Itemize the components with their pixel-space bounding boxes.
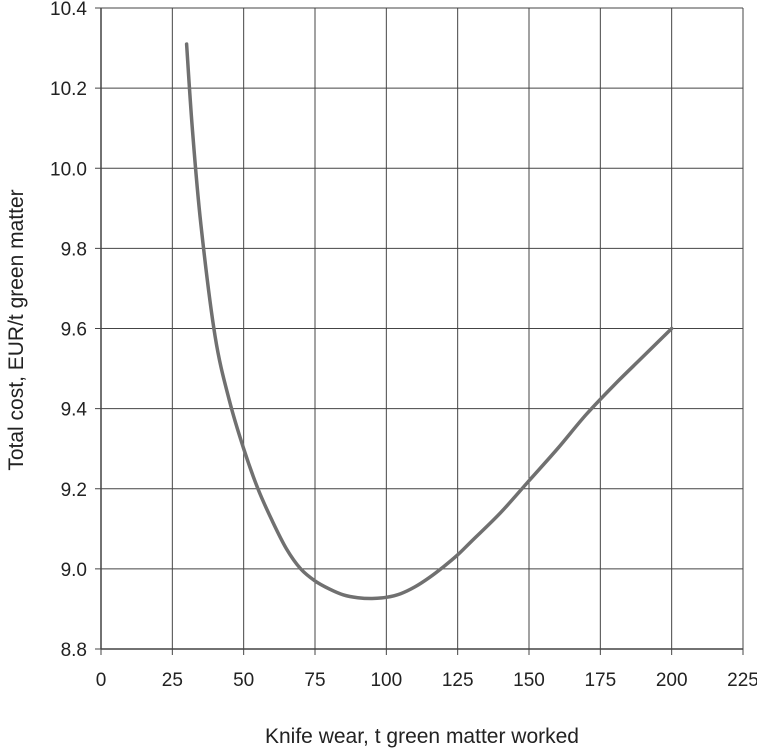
y-tick-label: 9.2 — [61, 480, 87, 501]
y-tick-label: 10.0 — [50, 159, 87, 180]
x-tick-label: 175 — [584, 670, 616, 691]
x-tick-label: 75 — [304, 670, 325, 691]
y-tick-label: 10.2 — [50, 79, 87, 100]
series-line — [184, 42, 674, 601]
x-tick-label: 225 — [727, 670, 757, 691]
y-tick-label: 10.4 — [50, 0, 87, 20]
series-layer — [184, 42, 674, 601]
x-tick-label: 50 — [233, 670, 254, 691]
x-axis-title: Knife wear, t green matter worked — [265, 725, 579, 748]
x-tick-label: 200 — [656, 670, 688, 691]
tick-labels: 0 25 50 75 100 125 150 175 200 225 8.8 9.0 9.2 9.4 9.6… — [50, 0, 757, 691]
x-tick-label: 25 — [162, 670, 183, 691]
x-tick-label: 125 — [442, 670, 474, 691]
y-tick-label: 8.8 — [61, 640, 87, 661]
y-tick-label: 9.6 — [61, 320, 87, 341]
y-tick-label: 9.8 — [61, 239, 87, 260]
axes — [95, 7, 744, 655]
y-tick-label: 9.4 — [61, 400, 88, 421]
x-tick-label: 0 — [96, 670, 107, 691]
x-tick-label: 150 — [513, 670, 545, 691]
y-axis-title: Total cost, EUR/t green matter — [5, 189, 28, 470]
y-tick-label: 9.0 — [61, 560, 87, 581]
x-tick-label: 100 — [370, 670, 402, 691]
